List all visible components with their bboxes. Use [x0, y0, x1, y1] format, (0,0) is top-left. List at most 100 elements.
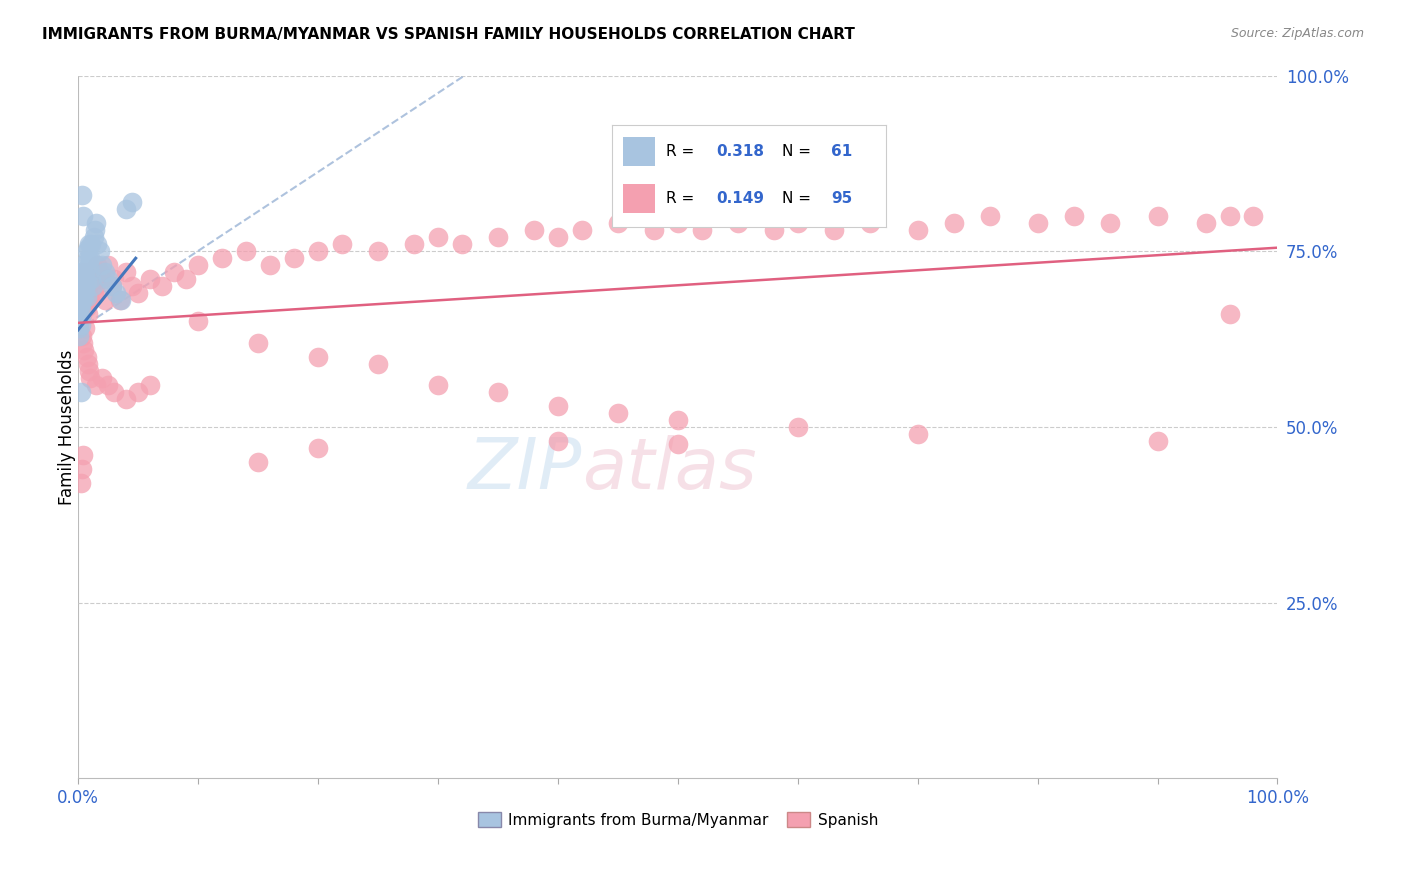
- Point: [67, 308, 90, 322]
- Point: [786, 420, 808, 434]
- Point: [72, 272, 94, 286]
- Point: [70, 272, 93, 286]
- Point: [76, 301, 98, 315]
- Point: [77, 237, 100, 252]
- Point: [72, 286, 94, 301]
- Point: [80, 237, 103, 252]
- Point: [150, 279, 173, 293]
- Point: [75, 272, 97, 286]
- Point: [76, 290, 98, 304]
- Point: [79, 251, 101, 265]
- Point: [77, 258, 100, 272]
- Point: [79, 265, 101, 279]
- Point: [666, 413, 689, 427]
- Point: [100, 279, 122, 293]
- Point: [426, 230, 449, 244]
- Point: [606, 216, 628, 230]
- Point: [69, 297, 91, 311]
- Point: [367, 244, 389, 259]
- Point: [70, 293, 93, 308]
- Point: [1218, 308, 1240, 322]
- Point: [523, 223, 546, 237]
- Point: [79, 370, 101, 384]
- Text: 61: 61: [831, 144, 852, 159]
- Point: [70, 462, 93, 476]
- Point: [84, 377, 107, 392]
- Point: [67, 301, 90, 315]
- Point: [121, 279, 143, 293]
- Point: [643, 223, 665, 237]
- Point: [69, 279, 91, 293]
- Point: [75, 283, 97, 297]
- Point: [70, 308, 93, 322]
- Point: [823, 223, 845, 237]
- Point: [97, 258, 120, 272]
- Point: [121, 194, 143, 209]
- Point: [67, 314, 90, 328]
- Point: [73, 290, 96, 304]
- Point: [307, 441, 329, 455]
- Point: [547, 434, 569, 448]
- Text: N =: N =: [782, 144, 815, 159]
- Point: [70, 286, 93, 301]
- Point: [666, 216, 689, 230]
- Point: [73, 265, 96, 279]
- Point: [426, 377, 449, 392]
- Point: [67, 265, 90, 279]
- Point: [367, 357, 389, 371]
- Point: [91, 272, 114, 286]
- Point: [1098, 216, 1121, 230]
- Point: [235, 244, 257, 259]
- Point: [307, 244, 329, 259]
- Point: [72, 279, 94, 293]
- Point: [942, 216, 965, 230]
- Point: [127, 286, 149, 301]
- Point: [73, 286, 96, 301]
- Point: [69, 297, 91, 311]
- Point: [80, 272, 103, 286]
- Point: [73, 279, 96, 293]
- Point: [72, 283, 94, 297]
- Point: [67, 283, 90, 297]
- Point: [84, 223, 107, 237]
- Y-axis label: Family Households: Family Households: [58, 349, 76, 505]
- Point: [1194, 216, 1216, 230]
- Point: [76, 279, 98, 293]
- Point: [69, 476, 91, 491]
- Point: [79, 293, 101, 308]
- Point: [75, 276, 97, 290]
- Point: [77, 290, 100, 304]
- Point: [486, 384, 509, 399]
- Point: [82, 279, 104, 293]
- Point: [174, 272, 197, 286]
- Point: [76, 241, 98, 255]
- Point: [486, 230, 509, 244]
- Legend: Immigrants from Burma/Myanmar, Spanish: Immigrants from Burma/Myanmar, Spanish: [471, 805, 884, 834]
- Point: [67, 301, 90, 315]
- Point: [72, 335, 94, 350]
- Point: [1243, 209, 1265, 223]
- Point: [91, 258, 114, 272]
- Point: [103, 272, 125, 286]
- Point: [89, 244, 111, 259]
- Point: [115, 265, 138, 279]
- Point: [70, 286, 93, 301]
- Bar: [623, 137, 655, 166]
- Text: R =: R =: [666, 191, 700, 206]
- Text: 0.318: 0.318: [716, 144, 763, 159]
- Point: [115, 202, 138, 216]
- Point: [76, 350, 98, 364]
- Point: [1063, 209, 1085, 223]
- Point: [67, 328, 90, 343]
- Point: [247, 455, 270, 469]
- Point: [690, 223, 713, 237]
- Point: [451, 237, 474, 252]
- Point: [402, 237, 425, 252]
- Point: [211, 251, 233, 265]
- Text: R =: R =: [666, 144, 700, 159]
- Point: [1218, 209, 1240, 223]
- Text: IMMIGRANTS FROM BURMA/MYANMAR VS SPANISH FAMILY HOUSEHOLDS CORRELATION CHART: IMMIGRANTS FROM BURMA/MYANMAR VS SPANISH…: [42, 27, 855, 42]
- Point: [786, 216, 808, 230]
- Point: [73, 343, 96, 357]
- Text: atlas: atlas: [582, 434, 756, 503]
